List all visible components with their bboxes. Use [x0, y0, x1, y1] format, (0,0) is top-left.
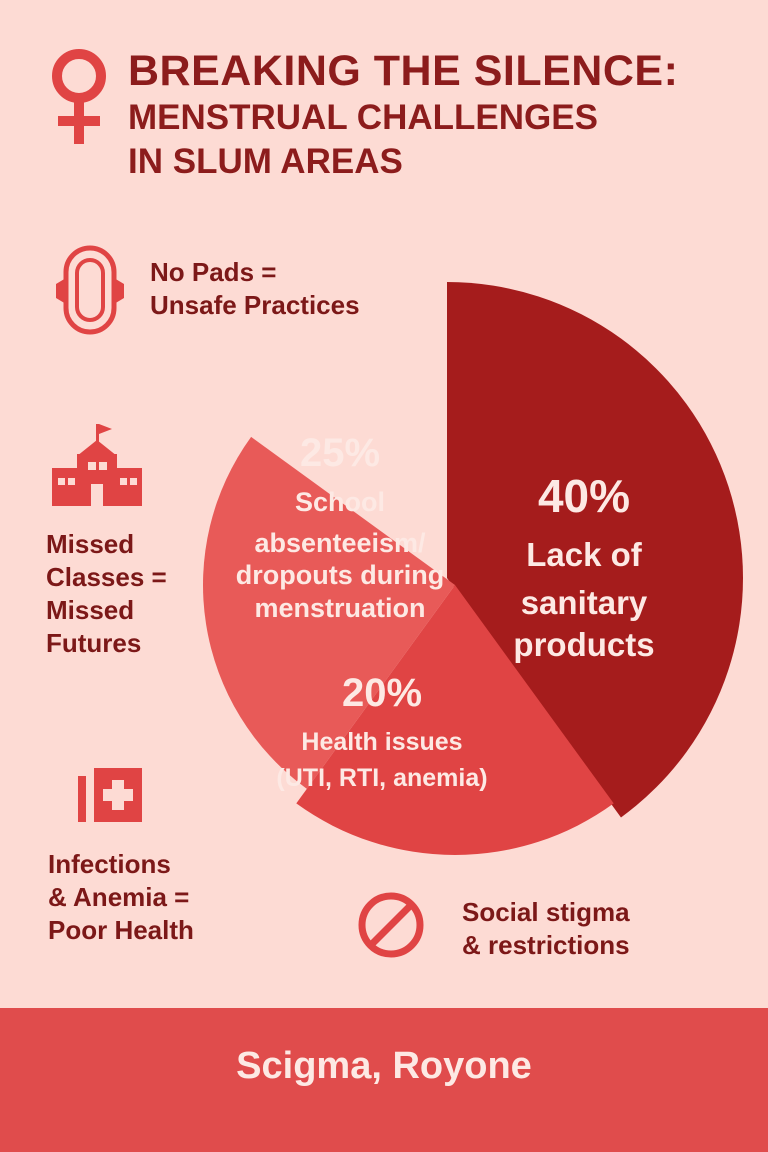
footer-text: Scigma, Royone — [236, 1045, 532, 1087]
slice-2-percent: 20% — [342, 671, 422, 715]
footer-bar — [0, 1008, 768, 1152]
female-symbol-icon — [52, 49, 106, 144]
title-line-1: BREAKING THE SILENCE: — [128, 47, 679, 95]
slice-3-percent: 25% — [300, 431, 380, 475]
school-label: Missed Classes = Missed Futures — [46, 529, 167, 658]
slice-1-percent: 40% — [538, 470, 630, 522]
slice-1-label-line: products — [513, 626, 654, 663]
pie-chart: 40% Lack of sanitary products 20% Health issu… — [202, 282, 744, 855]
slice-3-label-line: dropouts during — [236, 560, 444, 590]
slice-2-label-line: (UTI, RTI, anemia) — [276, 764, 487, 792]
pie-slice-3 — [202, 436, 455, 789]
title-line-3: IN SLUM AREAS — [128, 142, 403, 181]
pie-slice-2 — [296, 585, 614, 855]
page-title: BREAKING THE SILENCE: MENSTRUAL CHALLENG… — [128, 46, 678, 184]
pie-slice-1 — [447, 282, 744, 818]
slice-3-label-line: menstruation — [254, 593, 425, 623]
slice-2-label-line: Health issues — [301, 728, 462, 756]
slice-3-label-line: absenteeism/ — [254, 528, 426, 558]
stigma-label: Social stigma & restrictions — [462, 897, 630, 960]
slice-1-label-line: sanitary — [521, 584, 648, 621]
prohibited-icon — [358, 892, 424, 958]
slice-3-label-line: School — [295, 487, 385, 517]
medical-kit-icon — [78, 768, 142, 822]
sanitary-pad-icon — [56, 245, 124, 335]
school-icon — [52, 424, 142, 506]
title-line-2: MENSTRUAL CHALLENGES — [128, 98, 598, 137]
slice-1-label-line: Lack of — [526, 536, 643, 573]
health-label: Infections & Anemia = Poor Health — [48, 849, 194, 945]
pads-label: No Pads = Unsafe Practices — [150, 257, 360, 320]
